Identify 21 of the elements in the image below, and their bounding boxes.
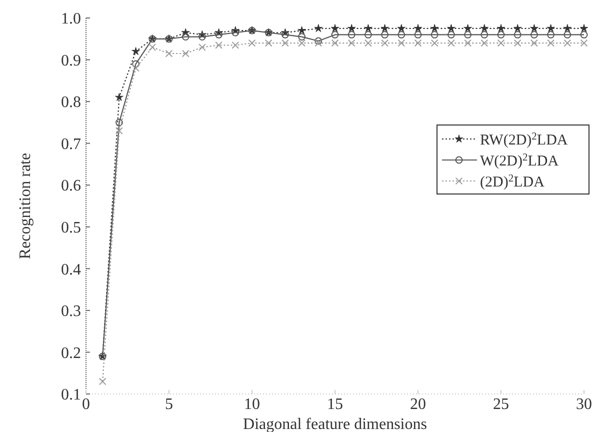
y-tick-label: 0.7 [61, 136, 81, 153]
x-tick-label: 30 [576, 396, 592, 413]
y-tick-label: 0.1 [61, 386, 81, 404]
y-tick-label: 0.3 [61, 303, 81, 320]
legend-label: RW(2D)$^{2}$LDA [480, 130, 568, 148]
x-tick-label: 0 [82, 396, 90, 413]
legend-label: W(2D)$^{2}$LDA [480, 152, 559, 170]
y-axis-title: Recognition rate [17, 152, 34, 260]
x-tick-label: 20 [410, 396, 426, 413]
x-tick-label: 15 [327, 396, 343, 413]
y-tick-label: 0.5 [61, 219, 81, 236]
x-tick-label: 5 [165, 396, 173, 413]
y-tick-label: 0.2 [61, 344, 81, 362]
legend-label: (2D)$^{2}$LDA [480, 172, 545, 190]
y-tick-label: 1.0 [61, 10, 81, 28]
y-tick-label: 0.6 [61, 178, 81, 195]
x-tick-label: 10 [244, 396, 260, 413]
y-tick-label: 0.8 [61, 94, 81, 112]
x-tick-label: 25 [493, 396, 509, 413]
y-tick-label: 0.9 [61, 52, 81, 70]
y-tick-label: 0.4 [61, 261, 81, 278]
